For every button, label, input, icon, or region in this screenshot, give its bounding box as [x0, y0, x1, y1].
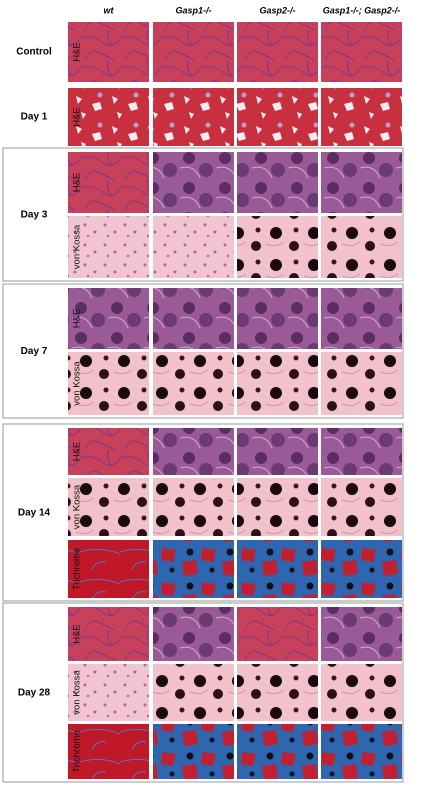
stain-label: H&E: [72, 42, 83, 62]
micrograph: [153, 607, 234, 661]
micrograph: [321, 540, 402, 598]
micrograph: [237, 352, 318, 415]
group-frame: [2, 423, 404, 602]
stain-label: von Kossa: [72, 670, 83, 715]
micrograph: [68, 664, 149, 721]
group-label: Day 14: [18, 508, 51, 519]
micrograph: [68, 540, 149, 598]
micrograph: [68, 288, 149, 349]
micrograph: [321, 724, 402, 779]
micrograph: [68, 352, 149, 415]
micrograph: [153, 352, 234, 415]
stain-label: Trichrome: [72, 548, 83, 590]
micrograph: [153, 724, 234, 779]
stain-label: von Kossa: [72, 361, 83, 406]
micrograph: [153, 22, 234, 82]
stain-label: H&E: [72, 624, 83, 644]
micrograph: [237, 607, 318, 661]
micrograph: [321, 428, 402, 475]
micrograph: [237, 664, 318, 721]
micrograph: [68, 22, 149, 82]
micrograph: [68, 216, 149, 278]
stain-label: von Kossa: [72, 224, 83, 269]
micrograph: [321, 152, 402, 213]
micrograph: [153, 664, 234, 721]
micrograph: [321, 216, 402, 278]
column-header: Gasp1-/-; Gasp2-/-: [323, 5, 401, 15]
micrograph: [68, 152, 149, 213]
group-frame: [2, 602, 404, 783]
micrograph: [68, 607, 149, 661]
column-header: Gasp2-/-: [259, 5, 295, 15]
micrograph: [153, 428, 234, 475]
stain-label: H&E: [72, 309, 83, 329]
micrograph: [153, 88, 234, 146]
micrograph: [68, 428, 149, 475]
micrograph: [237, 478, 318, 536]
micrograph: [153, 540, 234, 598]
column-header: Gasp1-/-: [175, 5, 211, 15]
micrograph: [237, 288, 318, 349]
stain-label: von Kossa: [72, 484, 83, 529]
stain-label: H&E: [72, 442, 83, 462]
micrograph: [237, 22, 318, 82]
stain-label: H&E: [72, 107, 83, 127]
group-frame: [2, 283, 404, 419]
column-header: wt: [104, 5, 115, 15]
micrograph: [321, 607, 402, 661]
micrograph: [68, 724, 149, 779]
group-frame: [2, 147, 404, 282]
micrograph: [321, 352, 402, 415]
micrograph: [237, 152, 318, 213]
micrograph: [153, 152, 234, 213]
group-label: Control: [16, 47, 52, 58]
group-label: Day 28: [18, 688, 51, 699]
micrograph: [237, 88, 318, 146]
micrograph: [153, 288, 234, 349]
micrograph: [321, 88, 402, 146]
stain-label: H&E: [72, 173, 83, 193]
micrograph: [153, 478, 234, 536]
micrograph: [237, 724, 318, 779]
group-label: Day 3: [21, 210, 48, 221]
micrograph: [321, 664, 402, 721]
micrograph: [237, 428, 318, 475]
micrograph: [237, 216, 318, 278]
micrograph: [237, 540, 318, 598]
group-label: Day 7: [21, 346, 48, 357]
micrograph: [153, 216, 234, 278]
micrograph: [321, 22, 402, 82]
group-label: Day 1: [21, 112, 48, 123]
micrograph: [321, 478, 402, 536]
micrograph: [68, 478, 149, 536]
micrograph: [321, 288, 402, 349]
stain-label: Trichrome: [72, 730, 83, 772]
micrograph: [68, 88, 149, 146]
